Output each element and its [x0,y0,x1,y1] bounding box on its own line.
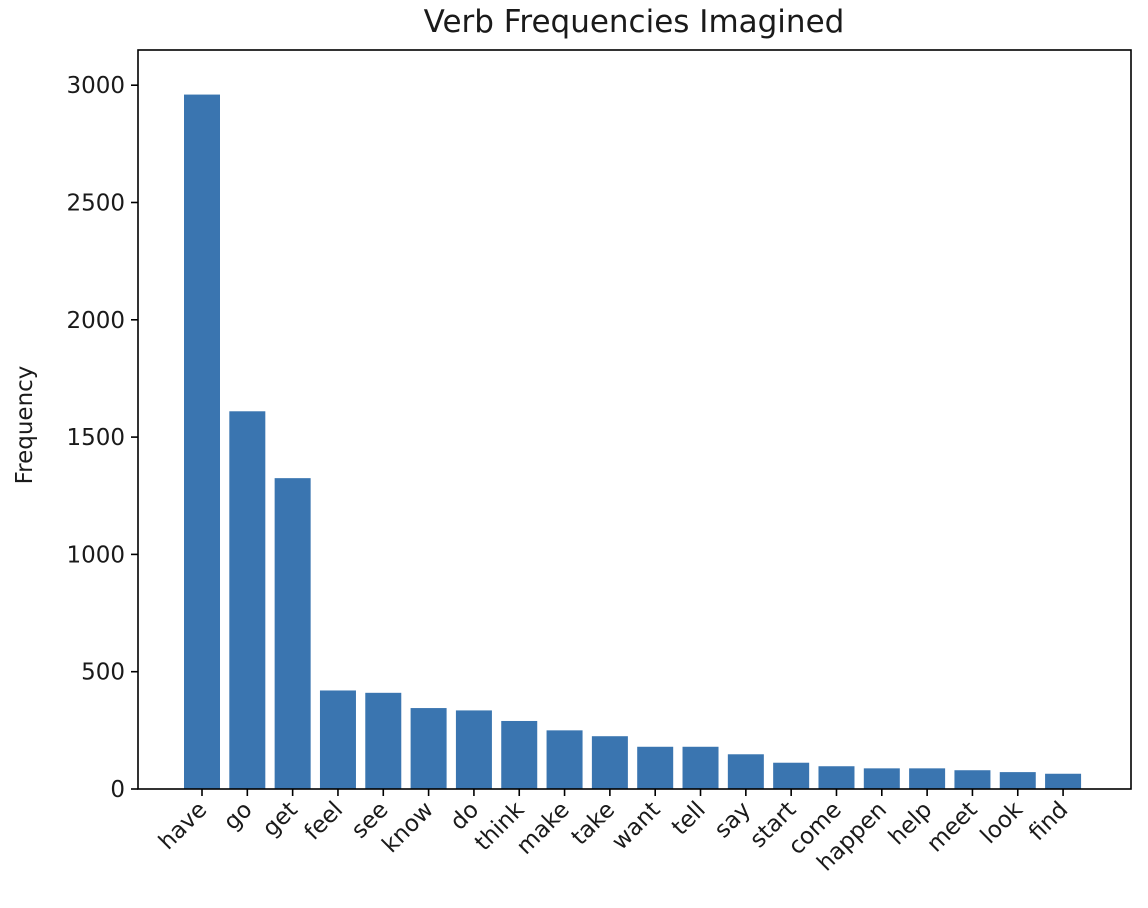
chart-title: Verb Frequencies Imagined [424,4,845,40]
x-tick-label: have [154,797,212,855]
bar-help [909,768,946,789]
plot-frame [137,49,1132,790]
x-tick-label: tell [667,797,711,841]
x-tick-label: meet [922,797,983,858]
x-tick-label: get [258,797,303,842]
bar-find [1045,773,1082,789]
bar-say [727,754,764,789]
bar-do [455,710,492,789]
bar-meet [954,770,991,789]
bar-get [274,478,311,789]
y-tick-label: 3000 [66,73,125,99]
bar-make [546,730,583,789]
bar-see [365,692,402,789]
y-ticks-group: 0 500 1000 1500 2000 2500 3000 [66,73,138,803]
bar-start [773,762,810,789]
x-tick-label: find [1024,797,1073,846]
bar-come [818,766,855,789]
y-tick-label: 0 [110,777,125,803]
y-tick-label: 1500 [66,425,125,451]
bars-group [184,94,1082,789]
x-tick-label: know [377,797,438,858]
bar-know [410,708,447,789]
bar-have [184,94,220,789]
bar-tell [682,746,719,789]
x-tick-label: feel [300,797,349,846]
bar-look [999,772,1036,789]
y-tick-label: 2000 [66,308,125,334]
bar-happen [863,768,900,789]
y-tick-label: 2500 [66,190,125,216]
x-tick-label: want [607,797,665,855]
bar-take [591,736,628,789]
bar-think [501,720,538,789]
bar-go [229,411,266,789]
x-tick-label: look [976,796,1029,849]
y-axis-label: Frequency [12,366,38,485]
x-tick-label: go [219,797,258,836]
x-tick-label: make [512,797,575,860]
bar-want [637,746,674,789]
y-tick-label: 500 [81,660,125,686]
y-tick-label: 1000 [66,542,125,568]
bar-feel [319,690,356,789]
